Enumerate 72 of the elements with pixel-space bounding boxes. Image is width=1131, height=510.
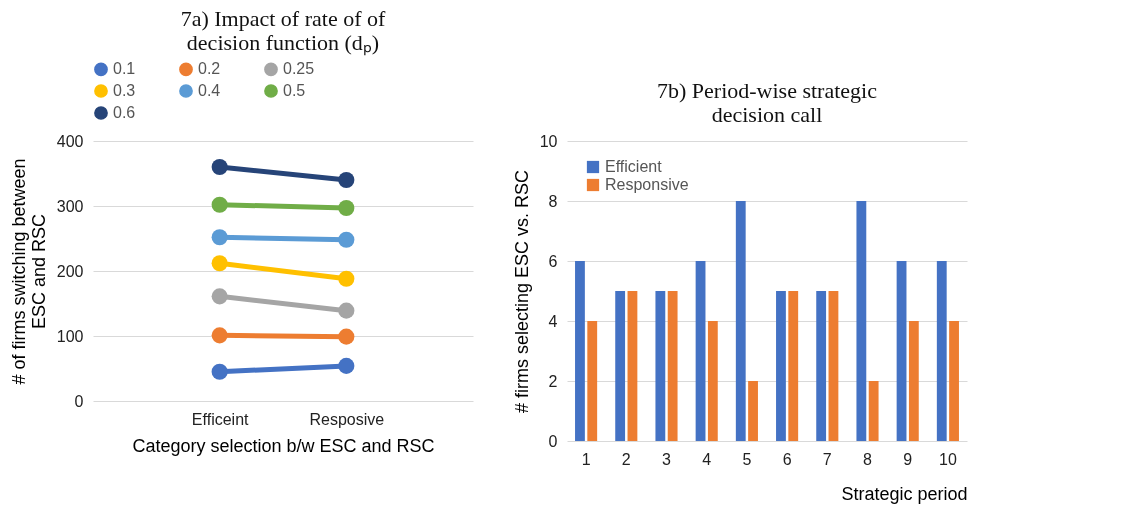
legend-label: Responsive: [605, 176, 689, 193]
bar: [908, 321, 919, 441]
y-tick-label: 300: [56, 197, 84, 215]
bar: [949, 321, 959, 441]
chart-title: 7a) Impact of rate of of decision function (dₚ): [180, 6, 386, 56]
y-tick-label: 400: [56, 132, 84, 150]
y-tick-label: 6: [548, 252, 558, 270]
point: [211, 229, 228, 246]
bar: [587, 321, 598, 441]
x-tick-label: 2: [621, 450, 631, 468]
x-tick-label: Resposive: [309, 410, 385, 428]
x-tick-label: 3: [662, 450, 672, 468]
point: [211, 196, 228, 213]
bar: [828, 291, 839, 441]
legend-label: 0.1: [113, 60, 136, 78]
bar: [735, 201, 746, 441]
x-axis-title: Strategic period: [841, 483, 968, 504]
legend-label: 0.25: [283, 60, 315, 78]
bar: [655, 291, 666, 441]
x-tick-label: 8: [863, 450, 873, 468]
x-tick-label: 1: [581, 450, 591, 468]
y-tick-label: 0: [74, 392, 84, 410]
bar: [707, 321, 718, 441]
point: [338, 357, 355, 374]
point: [211, 158, 228, 176]
chart-title: 7b) Period-wise strategic decision call: [657, 78, 878, 127]
x-tick-label: 9: [903, 450, 913, 468]
point: [338, 328, 355, 345]
bar: [615, 291, 626, 441]
bar: [575, 261, 585, 441]
y-axis-title: # of firms switching between ESC and RSC: [8, 158, 49, 385]
legend-label: 0.6: [113, 104, 136, 121]
point: [338, 302, 355, 319]
y-tick-label: 200: [56, 262, 84, 280]
point: [338, 171, 355, 189]
y-axis-title: # firms selecting ESC vs. RSC: [511, 169, 532, 414]
x-axis-title: Category selection b/w ESC and RSC: [132, 435, 435, 456]
legend-label: 0.3: [113, 82, 136, 99]
legend-label: 0.5: [283, 82, 306, 99]
point: [211, 327, 228, 344]
y-tick-label: 100: [56, 327, 84, 345]
bar: [868, 381, 879, 441]
y-tick-label: 4: [548, 312, 558, 330]
x-tick-label: 10: [939, 450, 957, 468]
x-tick-label: 7: [822, 450, 832, 468]
point: [338, 270, 355, 287]
point: [211, 363, 228, 380]
bar: [748, 381, 758, 441]
bar: [667, 291, 678, 441]
legend-label: 0.2: [198, 60, 221, 78]
bar: [627, 291, 638, 441]
legend-label: 0.4: [198, 82, 221, 99]
bar: [936, 261, 947, 441]
y-tick-label: 10: [539, 132, 558, 150]
bar: [695, 261, 706, 441]
x-tick-label: 6: [782, 450, 792, 468]
point: [338, 199, 355, 216]
bar: [788, 291, 799, 441]
bar: [816, 291, 827, 441]
point: [211, 288, 228, 305]
bar: [896, 261, 907, 441]
point: [338, 231, 355, 248]
legend-label: Efficient: [605, 158, 663, 175]
bar: [776, 291, 786, 441]
x-tick-label: 5: [742, 450, 752, 468]
bar: [856, 201, 867, 441]
x-tick-label: 4: [702, 450, 712, 468]
point: [211, 255, 228, 272]
y-tick-label: 0: [548, 432, 558, 450]
x-tick-label: Efficeint: [191, 410, 250, 428]
y-tick-label: 8: [548, 192, 558, 210]
y-tick-label: 2: [548, 372, 558, 390]
